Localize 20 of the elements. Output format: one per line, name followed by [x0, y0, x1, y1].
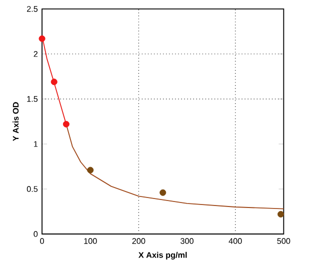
point [38, 35, 46, 42]
x-tick-label: 100 [84, 238, 97, 244]
x-tick-label: 300 [180, 238, 194, 244]
point [160, 189, 166, 196]
point [62, 120, 70, 128]
x-axis-title: X Axis pg/ml [138, 252, 187, 260]
y-tick-label: 0 [34, 231, 38, 237]
point [278, 210, 284, 218]
x-tick-label: 400 [228, 238, 242, 244]
x-tick-label: 200 [132, 238, 146, 244]
x-tick-label: 500 [277, 238, 290, 244]
y-tick-label: 2.5 [27, 6, 38, 12]
y-tick-label: 0.5 [26, 186, 38, 192]
point [87, 166, 94, 174]
point [50, 78, 58, 86]
y-tick-label: 1 [34, 141, 38, 147]
y-tick-label: 2 [34, 51, 38, 57]
y-axis-title: Y Axis OD [12, 102, 19, 141]
x-tick-label: 0 [40, 238, 44, 244]
y-tick-label: 1.5 [27, 96, 38, 102]
